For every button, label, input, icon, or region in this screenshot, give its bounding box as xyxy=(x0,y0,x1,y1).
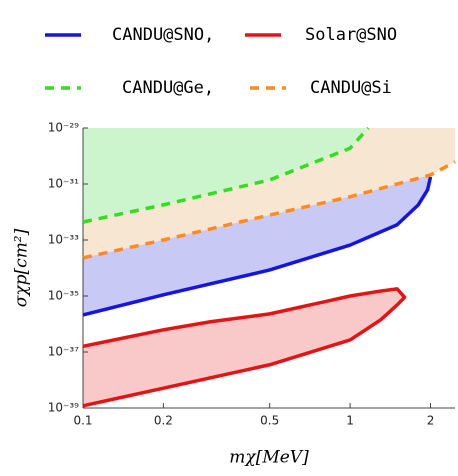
y-tick-label: 10⁻³⁷ xyxy=(48,345,79,359)
y-tick-label: 10⁻³⁹ xyxy=(48,401,79,415)
y-tick-label: 10⁻³⁵ xyxy=(48,289,79,303)
region xyxy=(83,128,369,222)
y-tick-label: 10⁻²⁹ xyxy=(48,121,79,135)
y-tick-label: 10⁻³³ xyxy=(48,233,79,247)
x-tick-label: 0.1 xyxy=(73,414,92,428)
legend-label: CANDU@SNO, xyxy=(112,25,214,45)
x-tick-label: 2 xyxy=(427,414,435,428)
x-tick-label: 0.5 xyxy=(260,414,279,428)
series-line xyxy=(82,160,456,260)
x-tick-label: 1 xyxy=(346,414,354,428)
region xyxy=(83,288,405,406)
series-line xyxy=(82,176,433,317)
legend-label: CANDU@Si xyxy=(310,78,392,98)
y-axis-label: σχp[cm²] xyxy=(12,228,32,307)
x-tick-label: 0.2 xyxy=(154,414,173,428)
y-tick-label: 10⁻³¹ xyxy=(48,177,79,191)
legend-label: Solar@SNO xyxy=(305,25,397,45)
x-axis-label: mχ[MeV] xyxy=(229,448,309,468)
series-line xyxy=(82,287,407,408)
series-line xyxy=(82,126,370,224)
legend-label: CANDU@Ge, xyxy=(122,78,214,98)
